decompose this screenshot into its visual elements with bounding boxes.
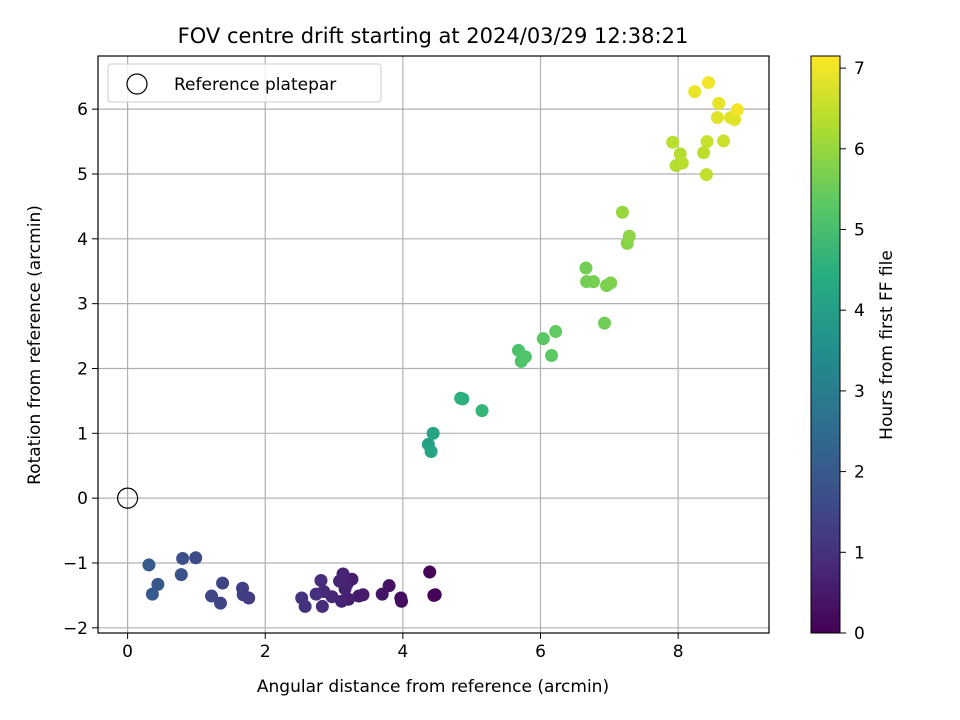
y-axis-label: Rotation from reference (arcmin) xyxy=(25,205,45,485)
y-tick-label: 0 xyxy=(77,489,88,509)
grid-lines xyxy=(98,56,769,633)
data-point xyxy=(151,577,165,591)
data-point xyxy=(699,168,713,182)
data-point xyxy=(205,589,219,603)
data-point xyxy=(236,581,250,595)
legend-marker-icon xyxy=(126,73,148,95)
colorbar-tick-label: 2 xyxy=(854,463,865,483)
chart-title: FOV centre drift starting at 2024/03/29 … xyxy=(178,24,689,48)
colorbar-tick-label: 3 xyxy=(854,382,865,402)
plot-frame xyxy=(97,55,770,634)
data-point xyxy=(697,146,711,160)
x-tick-label: 8 xyxy=(673,642,684,662)
data-point xyxy=(615,205,629,219)
legend-label: Reference platepar xyxy=(174,75,336,95)
x-tick-label: 2 xyxy=(260,642,271,662)
y-tick-label: 3 xyxy=(77,295,88,315)
data-point xyxy=(394,591,408,605)
y-tick-label: 4 xyxy=(77,230,88,250)
data-point xyxy=(428,588,442,602)
y-tick-label: −1 xyxy=(63,554,88,574)
scatter-points xyxy=(142,76,744,613)
data-point xyxy=(426,426,440,440)
data-point xyxy=(333,574,347,588)
data-point xyxy=(730,103,744,117)
data-point xyxy=(598,316,612,330)
data-point xyxy=(545,349,559,363)
data-point xyxy=(701,76,715,90)
colorbar-tick-label: 0 xyxy=(854,624,865,644)
data-point xyxy=(622,229,636,243)
data-point xyxy=(142,558,156,572)
data-point xyxy=(295,591,309,605)
data-point xyxy=(352,589,366,603)
data-point xyxy=(335,594,349,608)
colorbar-ticks: 0 1 2 3 4 5 6 7 xyxy=(840,59,865,644)
data-point xyxy=(549,325,563,339)
data-point xyxy=(375,587,389,601)
colorbar-tick-label: 7 xyxy=(854,59,865,79)
x-tick-label: 0 xyxy=(122,642,133,662)
data-point xyxy=(309,587,323,601)
colorbar-tick-label: 4 xyxy=(854,301,865,321)
data-point xyxy=(314,573,328,587)
y-tick-label: 1 xyxy=(77,424,88,444)
colorbar-label: Hours from first FF file xyxy=(877,250,897,440)
x-axis-ticks: 0 2 4 6 8 xyxy=(122,633,684,662)
data-point xyxy=(710,111,724,125)
data-point xyxy=(423,565,437,579)
data-point xyxy=(214,596,228,610)
y-tick-label: 2 xyxy=(77,359,88,379)
legend-box xyxy=(107,63,382,103)
y-tick-label: 5 xyxy=(77,165,88,185)
data-point xyxy=(604,276,618,290)
legend: Reference platepar xyxy=(107,63,382,103)
data-point xyxy=(717,134,731,148)
data-point xyxy=(145,587,159,601)
y-axis-ticks: −2 −1 0 1 2 3 4 5 6 xyxy=(63,100,98,639)
colorbar-tick-label: 6 xyxy=(854,140,865,160)
reference-marker-layer xyxy=(116,487,139,509)
data-point xyxy=(518,350,532,364)
data-point xyxy=(712,96,726,110)
data-point xyxy=(456,392,470,406)
data-point xyxy=(216,576,230,590)
data-point xyxy=(475,404,489,418)
data-point xyxy=(536,332,550,346)
reference-marker xyxy=(116,487,139,509)
y-tick-label: −2 xyxy=(63,619,88,639)
data-point xyxy=(579,261,593,275)
data-point xyxy=(424,444,438,458)
x-tick-label: 4 xyxy=(397,642,408,662)
data-point xyxy=(700,135,714,149)
data-point xyxy=(176,551,190,565)
colorbar xyxy=(810,55,841,634)
data-point xyxy=(587,275,601,289)
y-tick-label: 6 xyxy=(77,100,88,120)
data-point xyxy=(666,135,680,149)
x-axis-label: Angular distance from reference (arcmin) xyxy=(257,677,609,697)
data-point xyxy=(675,156,689,170)
data-point xyxy=(189,551,203,565)
data-point xyxy=(315,599,329,613)
data-point xyxy=(174,568,188,582)
x-tick-label: 6 xyxy=(535,642,546,662)
colorbar-tick-label: 1 xyxy=(854,543,865,563)
data-point xyxy=(688,85,702,99)
colorbar-tick-label: 5 xyxy=(854,221,865,241)
